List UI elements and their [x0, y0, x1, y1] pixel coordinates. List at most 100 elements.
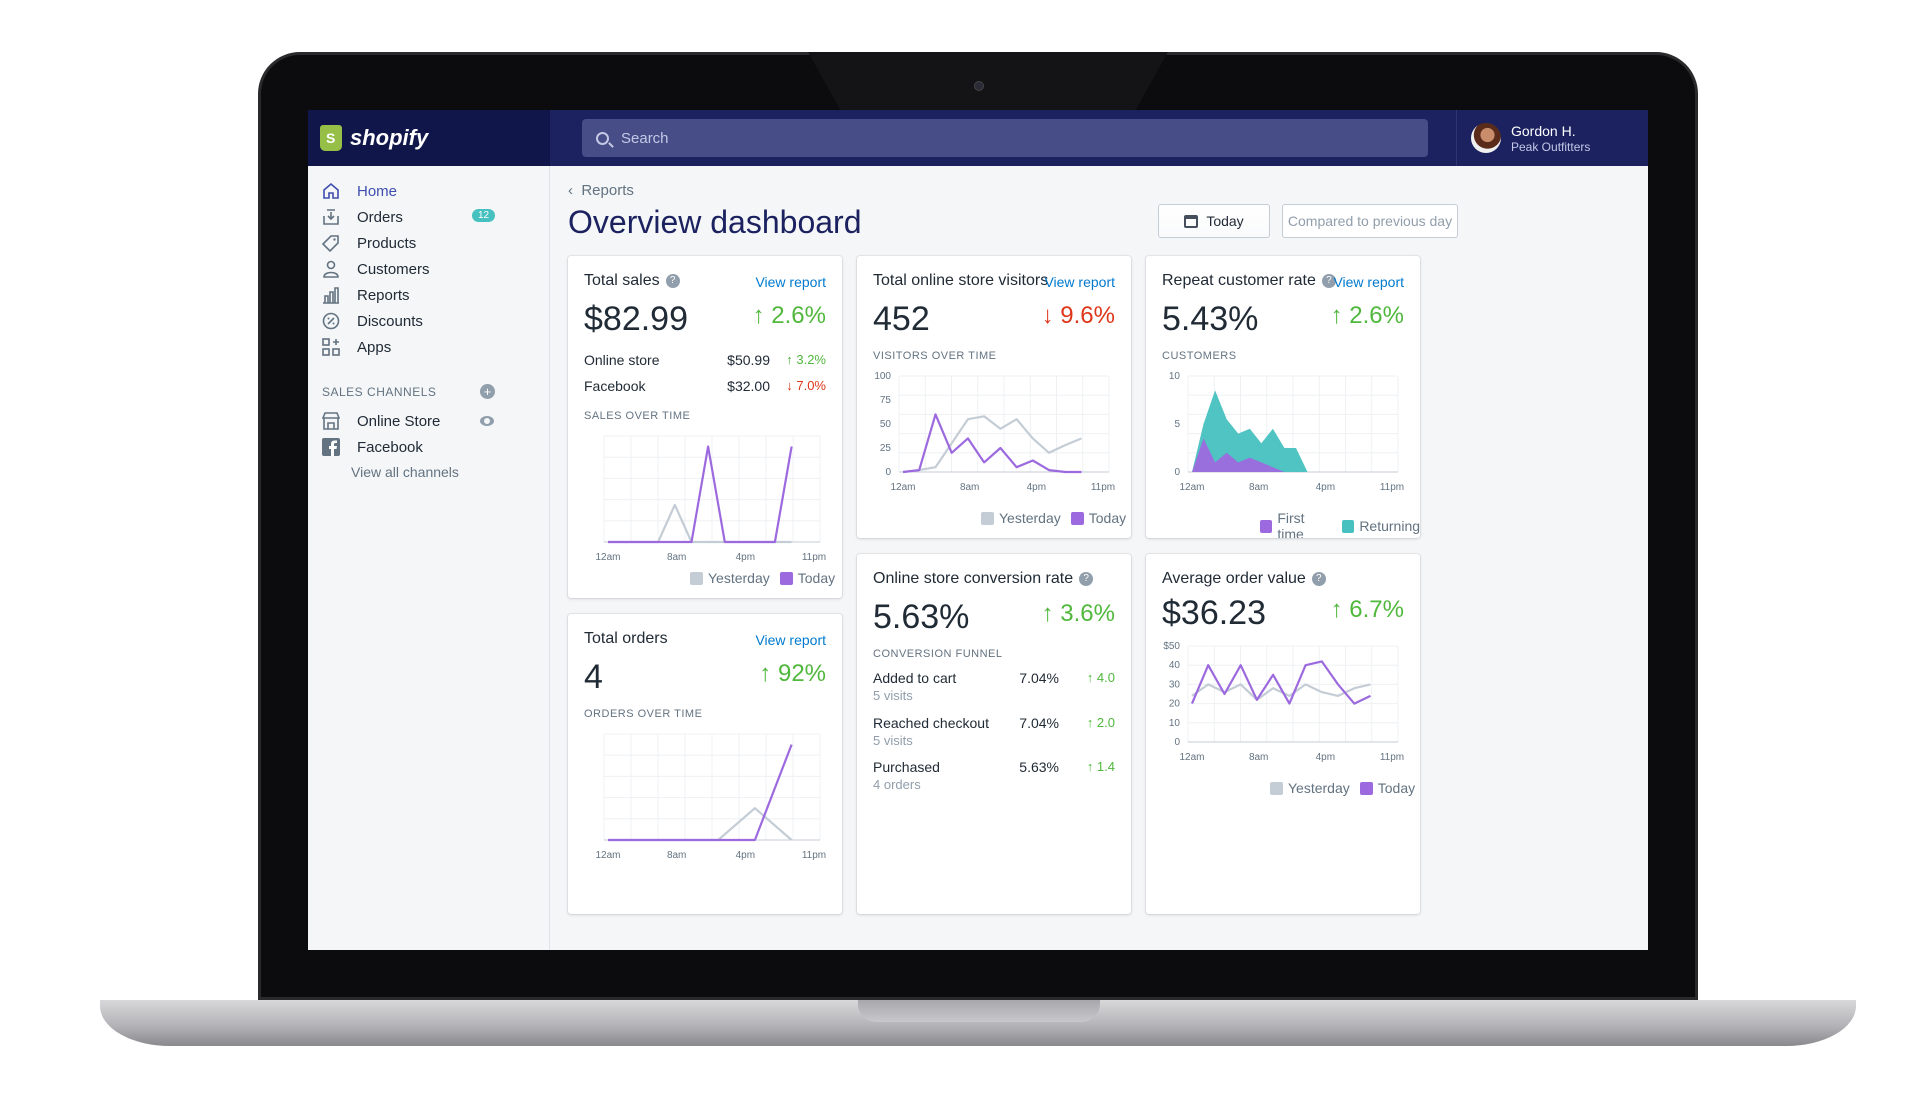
y-tick-label: 20 — [1169, 699, 1181, 710]
legend-today: Today — [797, 570, 836, 586]
chart-legend: Yesterday Today — [971, 510, 1126, 526]
x-tick-label: 4pm — [736, 850, 755, 861]
row-delta: ↓ 7.0% — [786, 378, 826, 393]
funnel-row-reached-checkout: Reached checkout 7.04% ↑ 2.0 — [873, 715, 1115, 735]
conversion-delta: ↑ 3.6% — [1041, 600, 1115, 627]
aov-card: Average order value? $36.23 ↑ 6.7% 0 10 20… — [1146, 554, 1420, 914]
avatar — [1471, 123, 1501, 153]
legend-swatch-yesterday — [1270, 781, 1283, 795]
tag-icon — [322, 234, 340, 252]
funnel-row-purchased: Purchased 5.63% ↑ 1.4 — [873, 759, 1115, 779]
card-title: Total online store visitors — [873, 272, 1049, 289]
user-store: Peak Outfitters — [1511, 139, 1591, 154]
date-range-label: Today — [1206, 213, 1244, 229]
row-name: Facebook — [584, 378, 646, 394]
card-title: Total orders — [584, 630, 668, 647]
row-value: 7.04% — [1019, 670, 1059, 686]
funnel-row-added-to-cart: Added to cart 7.04% ↑ 4.0 — [873, 670, 1115, 690]
sidebar-item-label: Apps — [357, 338, 392, 356]
help-icon[interactable]: ? — [1321, 273, 1336, 288]
chart-label: CONVERSION FUNNEL — [873, 648, 1003, 660]
view-report-link[interactable]: View report — [755, 274, 826, 290]
visitors-card: Total online store visitors View report … — [857, 256, 1131, 538]
eye-icon[interactable] — [480, 416, 494, 426]
series-today-line — [1190, 660, 1371, 705]
total-orders-delta: ↑ 92% — [759, 660, 826, 687]
sidebar-item-online-store[interactable]: Online Store — [322, 409, 542, 433]
sidebar-item-discounts[interactable]: Discounts — [322, 309, 542, 333]
help-icon[interactable]: ? — [1311, 571, 1326, 586]
user-menu[interactable]: Gordon H. Peak Outfitters — [1456, 110, 1648, 166]
chart-legend: First time Returning — [1250, 510, 1420, 538]
screen: shopify Search Gordon H. Peak Outfitters… — [308, 110, 1648, 950]
series-yesterday-line — [608, 807, 793, 842]
date-range-button[interactable]: Today — [1158, 204, 1270, 238]
breadcrumb[interactable]: ‹ Reports — [568, 182, 634, 199]
sidebar-item-orders[interactable]: Orders 12 — [322, 205, 542, 229]
x-tick-label: 11pm — [1380, 752, 1404, 763]
card-title: Average order value? — [1162, 570, 1326, 588]
sales-over-time-chart: 12am 8am 4pm 11pm — [595, 435, 826, 563]
y-tick-label: 75 — [880, 395, 892, 406]
brand-logo[interactable]: shopify — [308, 110, 550, 166]
aov-delta: ↑ 6.7% — [1330, 596, 1404, 623]
chart-label: SALES OVER TIME — [584, 410, 691, 422]
series-today-line — [608, 445, 793, 544]
visitors-value: 452 — [873, 300, 930, 338]
row-sub: 4 orders — [873, 777, 921, 792]
row-delta: ↑ 3.2% — [786, 352, 826, 367]
help-icon[interactable]: ? — [1079, 571, 1094, 586]
x-tick-label: 11pm — [1380, 482, 1404, 493]
orders-count-badge: 12 — [472, 209, 496, 222]
main-content: ‹ Reports Overview dashboard Today Compa… — [550, 166, 1648, 950]
view-report-link[interactable]: View report — [755, 632, 826, 648]
search-input[interactable]: Search — [582, 119, 1428, 157]
legend-first-time: First time — [1277, 510, 1305, 538]
add-channel-icon[interactable]: + — [480, 384, 495, 399]
legend-swatch-today — [779, 571, 793, 585]
sales-row-online-store: Online store $50.99 ↑ 3.2% — [584, 352, 826, 372]
top-bar: shopify Search Gordon H. Peak Outfitters — [308, 110, 1648, 166]
compare-button[interactable]: Compared to previous day — [1282, 204, 1458, 238]
help-icon[interactable]: ? — [665, 273, 680, 288]
row-value: 5.63% — [1019, 759, 1059, 775]
row-name: Added to cart — [873, 670, 957, 686]
sidebar-item-products[interactable]: Products — [322, 231, 542, 255]
card-title-text: Online store conversion rate — [873, 570, 1074, 587]
sidebar-item-reports[interactable]: Reports — [322, 283, 542, 307]
series-today-line — [608, 744, 793, 842]
x-tick-label: 12am — [595, 850, 620, 861]
user-name: Gordon H. — [1511, 122, 1576, 139]
apps-icon — [322, 338, 340, 356]
store-icon — [322, 412, 340, 430]
brand-name: shopify — [350, 125, 429, 150]
sidebar-item-home[interactable]: Home — [322, 179, 542, 203]
percent-icon — [322, 312, 340, 330]
row-name: Reached checkout — [873, 715, 989, 731]
sidebar-item-apps[interactable]: Apps — [322, 335, 542, 359]
legend-swatch-yesterday — [981, 511, 994, 525]
legend-swatch-returning — [1341, 519, 1355, 533]
legend-returning: Returning — [1359, 518, 1420, 534]
total-sales-delta: ↑ 2.6% — [752, 302, 826, 329]
bar-chart-icon — [322, 286, 340, 304]
laptop-base-notch — [858, 1000, 1100, 1022]
sidebar-item-customers[interactable]: Customers — [322, 257, 542, 281]
chart-legend: Yesterday Today — [680, 570, 835, 586]
row-value: 7.04% — [1019, 715, 1059, 731]
calendar-icon — [1184, 214, 1199, 228]
y-tick-label: 50 — [880, 419, 892, 430]
view-report-link[interactable]: View report — [1044, 274, 1115, 290]
row-delta: ↑ 4.0 — [1086, 670, 1115, 685]
chevron-left-icon: ‹ — [568, 182, 582, 199]
search-icon — [596, 131, 609, 145]
series-yesterday-line — [902, 415, 1082, 474]
view-report-link[interactable]: View report — [1333, 274, 1404, 290]
view-all-channels-link[interactable]: View all channels — [351, 464, 459, 480]
total-orders-card: Total orders View report 4 ↑ 92% ORDERS … — [568, 614, 842, 914]
legend-today: Today — [1377, 780, 1416, 796]
aov-value: $36.23 — [1162, 594, 1266, 632]
sidebar-item-facebook[interactable]: Facebook — [322, 435, 542, 459]
sidebar-item-label: Discounts — [357, 312, 423, 330]
total-sales-value: $82.99 — [584, 300, 688, 338]
